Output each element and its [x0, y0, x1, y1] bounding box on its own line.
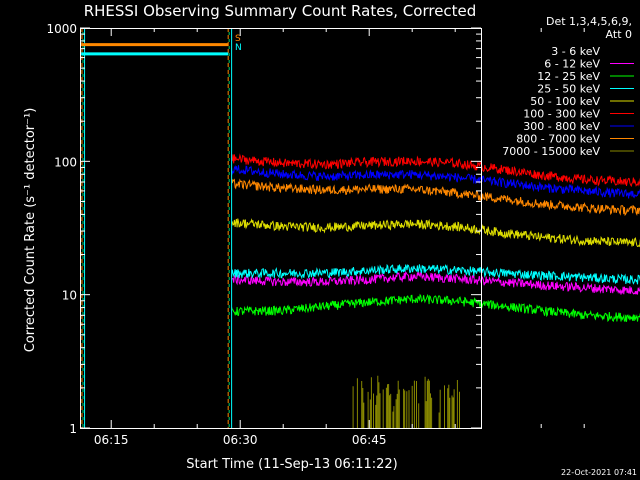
series-6-12-kev-line	[231, 270, 640, 295]
series-12-25-kev-line	[231, 293, 640, 323]
series-100-300-kev	[231, 153, 640, 188]
series-3-6-kev	[231, 290, 640, 375]
marker-layer: SN	[81, 28, 242, 428]
legend-7000-15000-kev-label: 7000 - 15000 keV	[502, 145, 600, 158]
legend-header-line-1: Det 1,3,4,5,6,9,	[546, 15, 632, 28]
x-tick-label-06:30: 06:30	[223, 433, 258, 447]
series-300-800-kev	[231, 165, 640, 199]
y-tick-label-1000: 1000	[46, 22, 77, 36]
y-axis-label: Corrected Count Rate (s⁻¹ detector⁻¹)	[23, 108, 38, 353]
legend-300-800-kev-label: 300 - 800 keV	[523, 120, 600, 133]
series-7000-15000-kev-spikes	[352, 375, 460, 428]
x-tick-label-06:45: 06:45	[352, 433, 387, 447]
x-axis-label: Start Time (11-Sep-13 06:11:22)	[186, 457, 397, 472]
series-300-800-kev-line	[231, 165, 640, 199]
series-12-25-kev	[231, 293, 640, 323]
y-tick-label-1: 1	[69, 422, 77, 436]
series-25-50-kev	[231, 263, 640, 285]
legend-header-line-2: Att 0	[606, 28, 632, 41]
flag-label-s: S	[235, 34, 241, 44]
y-tick-label-100: 100	[54, 155, 77, 169]
series-800-7000-kev-line	[231, 178, 640, 217]
legend-50-100-kev-label: 50 - 100 keV	[530, 95, 600, 108]
legend-6-12-kev-label: 6 - 12 keV	[544, 58, 600, 71]
series-3-6-kev-line	[231, 290, 640, 375]
series-25-50-kev-line	[231, 263, 640, 285]
legend-12-25-kev-label: 12 - 25 keV	[537, 70, 600, 83]
legend-3-6-kev-label: 3 - 6 keV	[551, 45, 600, 58]
series-layer	[231, 153, 640, 428]
series-100-300-kev-line	[231, 153, 640, 188]
chart-title: RHESSI Observing Summary Count Rates, Co…	[84, 2, 477, 20]
axis-layer: 06:15 06:30 06:45 1 10 100 1000	[46, 22, 585, 447]
series-50-100-kev-line	[231, 218, 640, 248]
legend-100-300-kev-label: 100 - 300 keV	[523, 108, 600, 121]
series-800-7000-kev	[231, 178, 640, 217]
flag-label-n: N	[235, 43, 242, 53]
footer-date: 22-Oct-2021 07:41	[561, 468, 637, 477]
x-tick-label-06:15: 06:15	[94, 433, 129, 447]
series-7000-15000-kev	[352, 375, 460, 428]
series-6-12-kev	[231, 270, 640, 295]
plot-frame	[80, 28, 482, 429]
y-tick-label-10: 10	[62, 289, 77, 303]
series-50-100-kev	[231, 218, 640, 248]
legend-800-7000-kev-label: 800 - 7000 keV	[516, 133, 600, 146]
legend-25-50-kev-label: 25 - 50 keV	[537, 83, 600, 96]
